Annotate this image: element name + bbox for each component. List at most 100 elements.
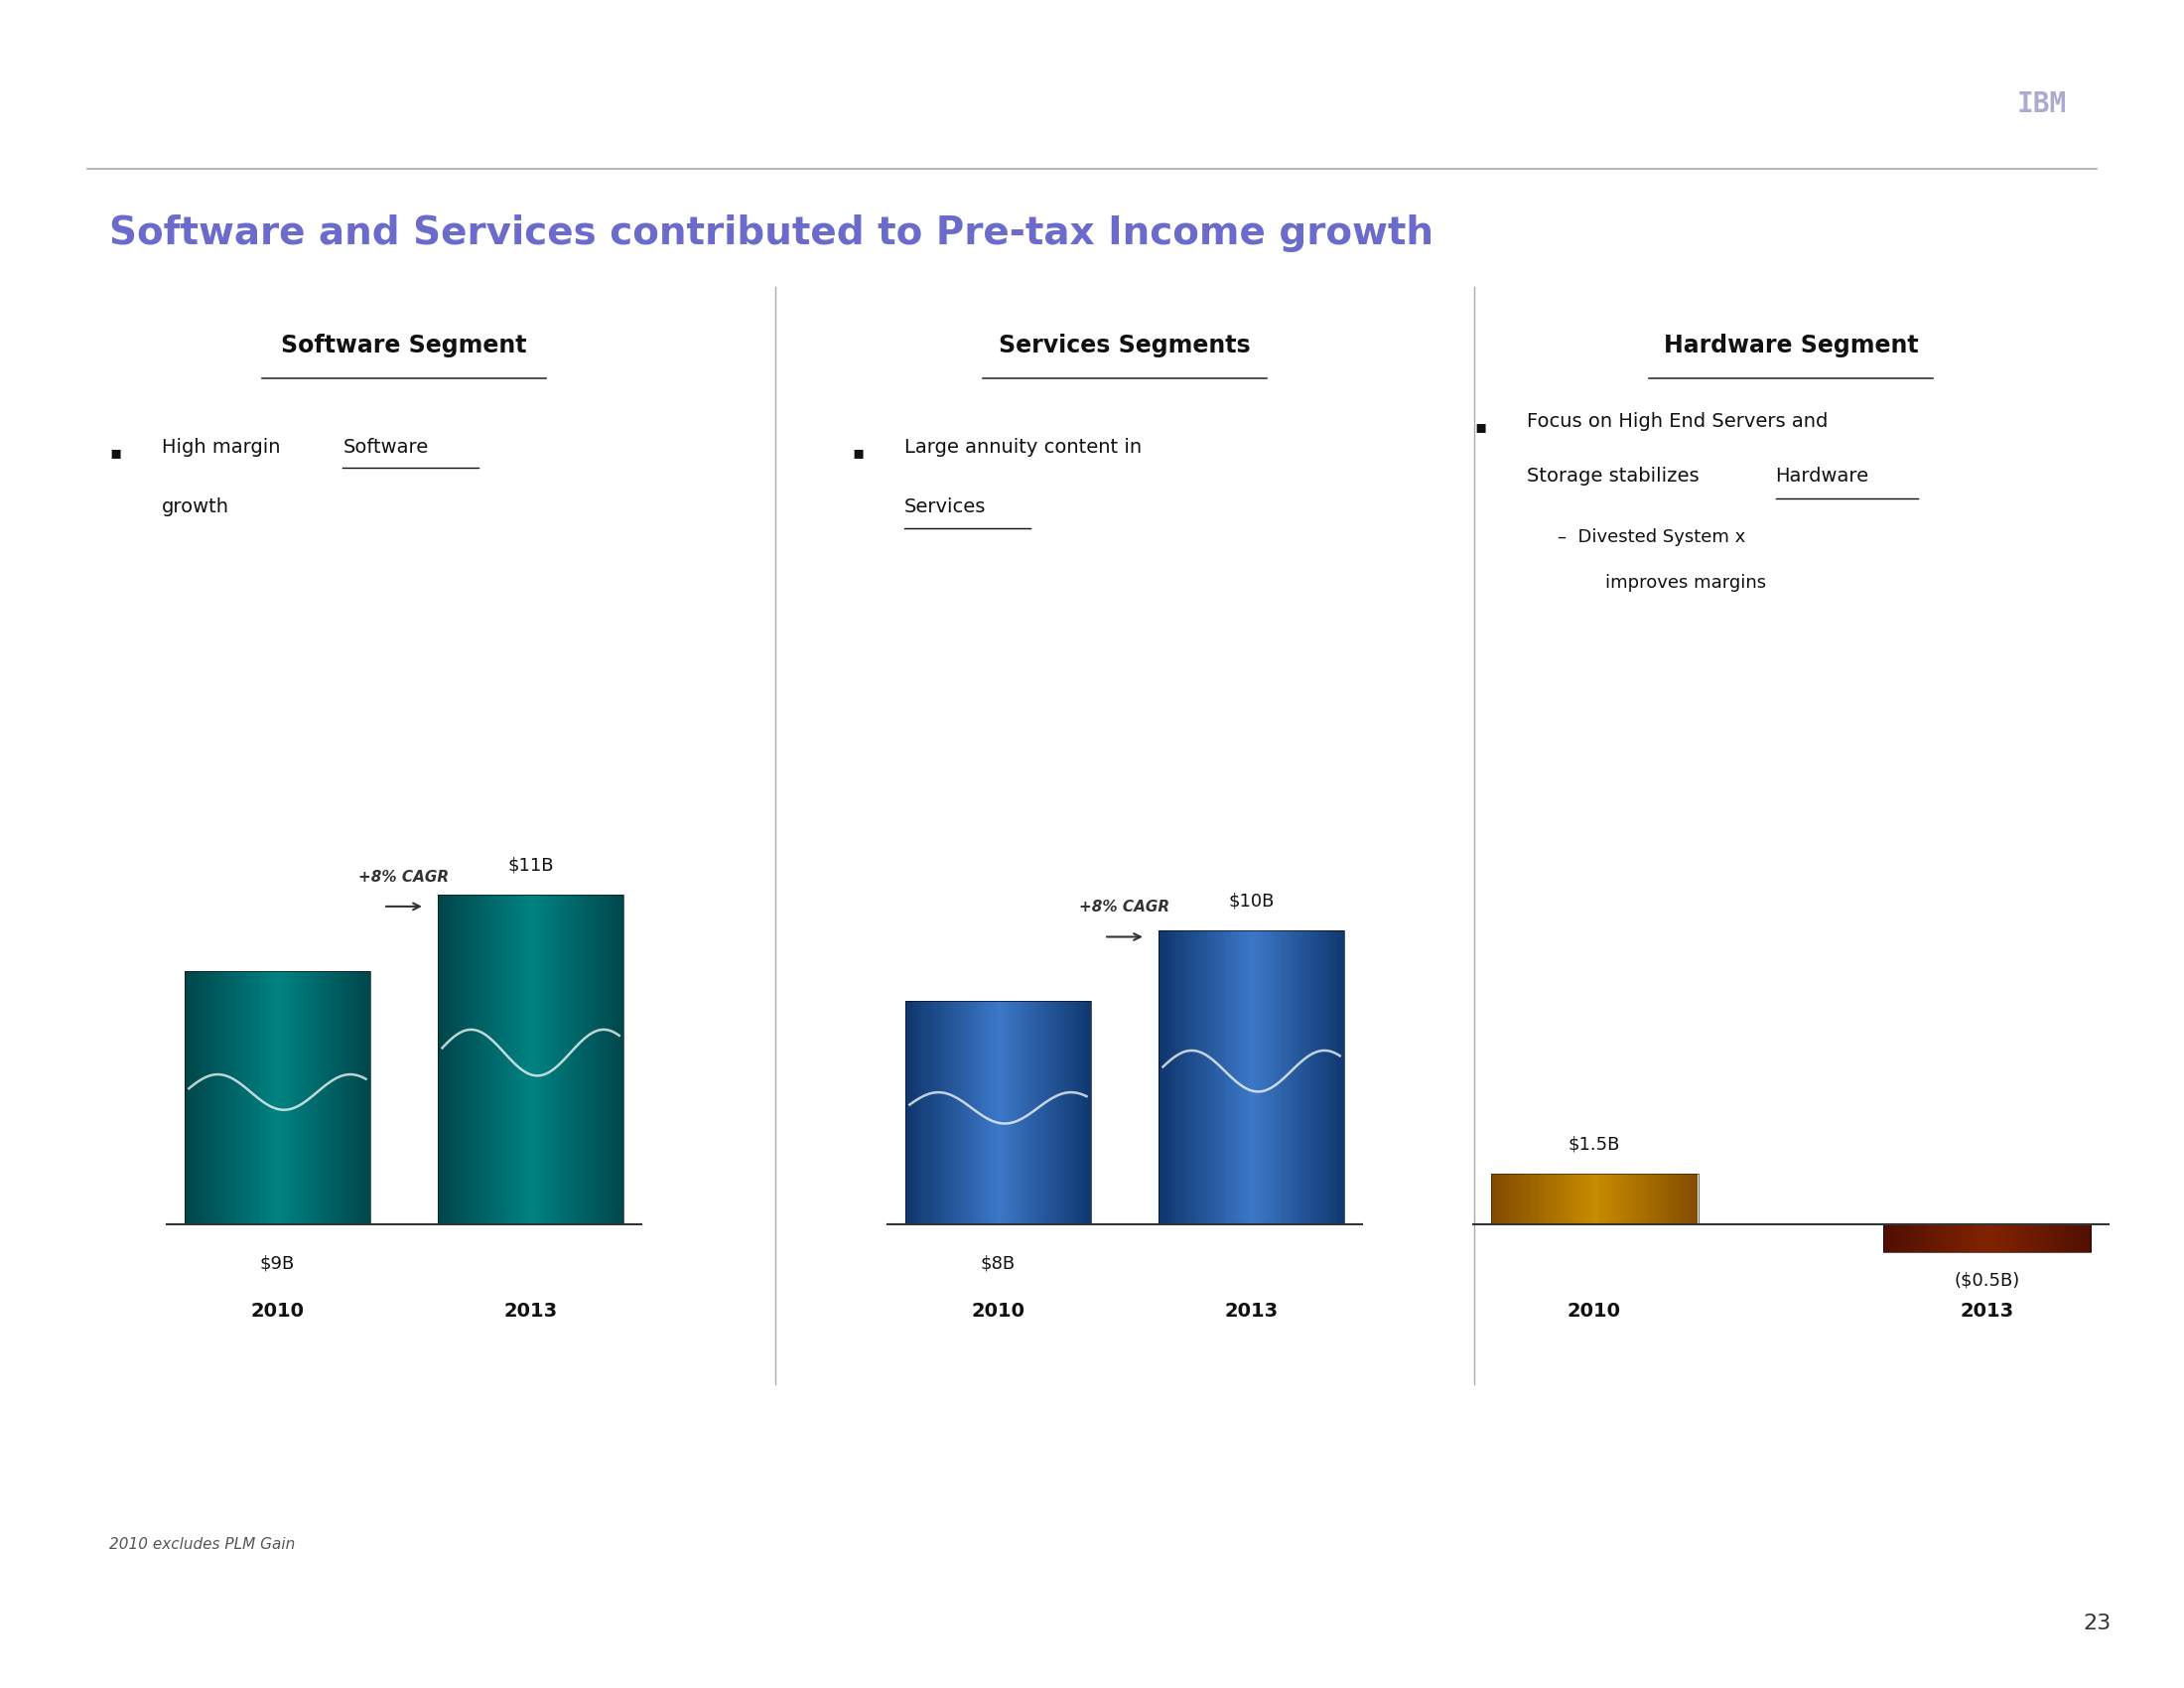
Bar	[574, 895, 577, 1224]
Bar	[998, 1001, 1000, 1224]
Bar	[183, 971, 188, 1224]
Bar	[290, 971, 293, 1224]
Bar	[1321, 930, 1324, 1224]
Bar	[1313, 930, 1315, 1224]
Bar	[526, 895, 529, 1224]
Bar	[1498, 1173, 1500, 1224]
Bar	[1987, 1224, 1990, 1252]
Bar	[1974, 1224, 1977, 1252]
Bar	[1610, 1173, 1612, 1224]
Bar	[996, 1001, 998, 1224]
Bar	[1992, 1224, 1996, 1252]
Bar	[1942, 1224, 1944, 1252]
Bar	[1998, 1224, 2001, 1252]
Bar	[559, 895, 561, 1224]
Bar	[367, 971, 371, 1224]
Bar	[203, 971, 205, 1224]
Bar	[1511, 1173, 1514, 1224]
Bar	[2016, 1224, 2018, 1252]
Bar	[2084, 1224, 2086, 1252]
Bar	[1162, 930, 1164, 1224]
Bar	[304, 971, 306, 1224]
Text: 2013: 2013	[505, 1301, 557, 1322]
Bar	[1494, 1173, 1496, 1224]
Bar	[948, 1001, 950, 1224]
Bar	[1540, 1173, 1542, 1224]
Bar	[1031, 1001, 1033, 1224]
Bar	[1649, 1173, 1651, 1224]
Bar	[1682, 1173, 1686, 1224]
Bar	[1655, 1173, 1660, 1224]
Bar	[1907, 1224, 1909, 1252]
Bar	[483, 895, 485, 1224]
Bar	[1516, 1173, 1520, 1224]
Bar	[2018, 1224, 2020, 1252]
Bar	[310, 971, 312, 1224]
Bar	[1249, 930, 1251, 1224]
Bar	[992, 1001, 994, 1224]
Bar	[581, 895, 583, 1224]
Bar	[280, 971, 282, 1224]
Bar	[363, 971, 365, 1224]
Bar	[1260, 930, 1262, 1224]
Bar	[546, 895, 550, 1224]
Bar	[1088, 1001, 1092, 1224]
Bar	[360, 971, 363, 1224]
Bar	[1922, 1224, 1924, 1252]
Bar	[227, 971, 229, 1224]
Bar	[2042, 1224, 2044, 1252]
Bar	[579, 895, 581, 1224]
Bar	[2053, 1224, 2055, 1252]
Bar	[1507, 1173, 1509, 1224]
Bar	[343, 971, 345, 1224]
Bar	[1075, 1001, 1077, 1224]
Bar	[520, 895, 522, 1224]
Bar	[1068, 1001, 1070, 1224]
Bar	[1022, 1001, 1024, 1224]
Bar	[954, 1001, 957, 1224]
Text: ▪: ▪	[1474, 419, 1487, 436]
Bar	[2055, 1224, 2057, 1252]
Bar	[906, 1001, 1092, 1224]
Bar	[531, 895, 533, 1224]
Bar	[183, 971, 369, 1224]
Bar	[500, 895, 502, 1224]
Bar	[1306, 930, 1310, 1224]
Bar	[339, 971, 341, 1224]
Bar	[614, 895, 616, 1224]
Text: Services: Services	[904, 496, 985, 517]
Bar	[906, 1001, 909, 1224]
Bar	[197, 971, 199, 1224]
Bar	[1278, 930, 1280, 1224]
Bar	[1206, 930, 1208, 1224]
Bar	[1059, 1001, 1061, 1224]
Bar	[1651, 1173, 1653, 1224]
Bar	[1061, 1001, 1064, 1224]
Bar	[1887, 1224, 1889, 1252]
Bar	[972, 1001, 974, 1224]
Bar	[480, 895, 483, 1224]
Bar	[1081, 1001, 1083, 1224]
Bar	[1029, 1001, 1031, 1224]
Bar	[1904, 1224, 1907, 1252]
Bar	[1902, 1224, 1904, 1252]
Bar	[1647, 1173, 1649, 1224]
Bar	[2009, 1224, 2011, 1252]
Bar	[1190, 930, 1192, 1224]
Bar	[1928, 1224, 1931, 1252]
Bar	[922, 1001, 924, 1224]
Bar	[1072, 1001, 1075, 1224]
Bar	[1241, 930, 1243, 1224]
Bar	[1933, 1224, 1935, 1252]
Bar	[978, 1001, 983, 1224]
Bar	[1883, 1224, 1887, 1252]
Bar	[253, 971, 256, 1224]
Bar	[1496, 1173, 1498, 1224]
Bar	[1227, 930, 1230, 1224]
Bar	[301, 971, 304, 1224]
Bar	[1636, 1173, 1638, 1224]
Bar	[1653, 1173, 1658, 1224]
Bar	[271, 971, 273, 1224]
Bar	[1564, 1173, 1566, 1224]
Bar	[1000, 1001, 1002, 1224]
